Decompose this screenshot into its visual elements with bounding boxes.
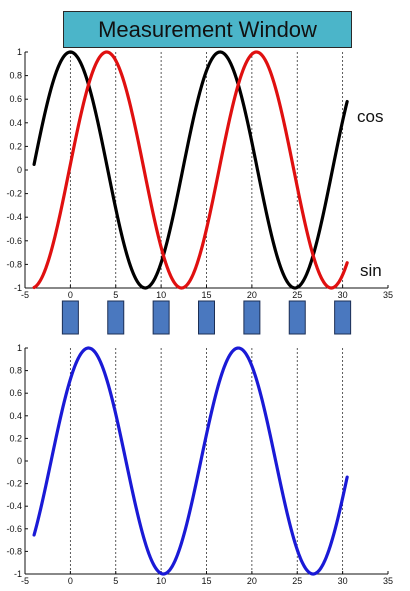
y-tick-label: 1 <box>17 47 22 57</box>
cos-label: cos <box>357 107 383 126</box>
y-tick-label: -1 <box>14 283 22 293</box>
x-tick-label: 20 <box>247 576 257 586</box>
y-tick-label: 1 <box>17 343 22 353</box>
y-tick-label: 0 <box>17 165 22 175</box>
x-tick-label: 25 <box>292 290 302 300</box>
x-tick-label: 25 <box>292 576 302 586</box>
measurement-block <box>334 300 352 335</box>
y-tick-label: 0.8 <box>9 71 22 81</box>
sin-label: sin <box>360 261 382 280</box>
x-tick-label: 0 <box>68 290 73 300</box>
y-tick-label: -0.4 <box>6 212 22 222</box>
y-tick-label: -0.6 <box>6 524 22 534</box>
y-tick-label: 0.2 <box>9 141 22 151</box>
series-line-cos <box>32 50 349 290</box>
x-tick-label: 0 <box>68 576 73 586</box>
y-tick-label: 0 <box>17 456 22 466</box>
measurement-block <box>152 300 170 335</box>
x-tick-label: 15 <box>201 576 211 586</box>
measurement-block <box>61 300 79 335</box>
y-tick-label: -1 <box>14 569 22 579</box>
y-tick-label: 0.4 <box>9 118 22 128</box>
series-line-sin <box>32 50 349 290</box>
y-tick-label: 0.6 <box>9 388 22 398</box>
y-tick-label: -0.8 <box>6 259 22 269</box>
x-tick-label: -5 <box>21 576 29 586</box>
y-tick-label: 0.6 <box>9 94 22 104</box>
measurement-block <box>107 300 125 335</box>
y-tick-label: -0.2 <box>6 189 22 199</box>
y-tick-label: -0.6 <box>6 236 22 246</box>
y-tick-label: 0.8 <box>9 366 22 376</box>
x-tick-label: 15 <box>201 290 211 300</box>
measurement-block <box>288 300 306 335</box>
x-tick-label: 20 <box>247 290 257 300</box>
x-tick-label: 30 <box>338 576 348 586</box>
series-line-measured <box>32 346 349 576</box>
x-tick-label: -5 <box>21 290 29 300</box>
plot-2: -5 0 5 10 15 20 25 30 35 -1 -0.8 -0.6 -0.4 -0.2 0 0.2 0.… <box>6 343 393 586</box>
y-tick-label: -0.8 <box>6 546 22 556</box>
x-tick-label: 10 <box>156 290 166 300</box>
x-tick-label: 35 <box>383 576 393 586</box>
measurement-block <box>243 300 261 335</box>
x-tick-label: 10 <box>156 576 166 586</box>
title-box: Measurement Window <box>63 11 352 48</box>
y-tick-label: -0.2 <box>6 479 22 489</box>
x-tick-label: 30 <box>338 290 348 300</box>
x-tick-label: 35 <box>383 290 393 300</box>
x-tick-label: 5 <box>113 576 118 586</box>
y-tick-label: 0.2 <box>9 433 22 443</box>
y-tick-label: 0.4 <box>9 411 22 421</box>
x-tick-label: 5 <box>113 290 118 300</box>
measurement-block <box>198 300 215 335</box>
y-tick-label: -0.4 <box>6 501 22 511</box>
plot-1: -5 0 5 10 15 20 25 30 35 -1 -0.8 -0.6 -0.4 -0.2 0 0.2 0.… <box>6 47 393 300</box>
